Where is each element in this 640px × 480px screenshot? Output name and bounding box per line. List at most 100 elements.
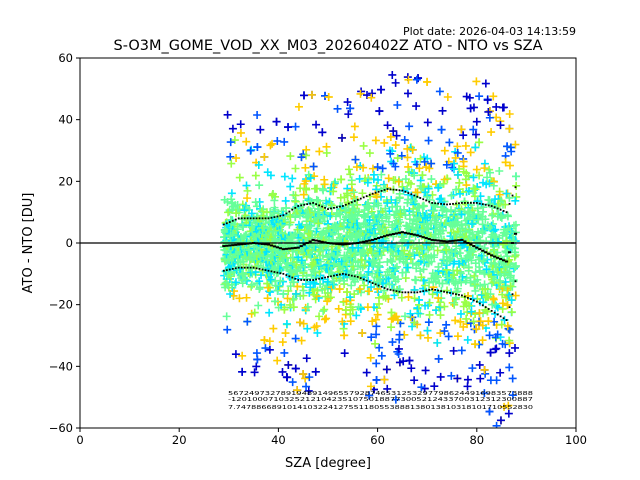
lower-curve-point [228,268,231,271]
scatter-point [403,198,412,207]
lower-curve-point [484,306,487,309]
scatter-point [389,127,398,136]
scatter-point [261,344,270,353]
scatter-point [283,294,292,303]
lower-curve-point [350,274,353,277]
upper-curve-point [422,198,425,201]
scatter-point [405,356,414,365]
scatter-point [391,395,400,404]
scatter-point [508,391,517,400]
upper-curve-point [276,215,279,218]
scatter-point [271,297,280,306]
scatter-point [338,317,347,326]
scatter-point [453,266,462,275]
scatter-point [423,77,432,86]
upper-curve-point [324,206,326,209]
scatter-point [459,131,468,140]
scatter-point [281,329,290,338]
scatter-point [483,173,492,182]
upper-curve-point [237,217,240,220]
scatter-point [404,292,413,301]
upper-curve-point [330,207,332,210]
lower-curve-point [353,275,356,278]
lower-curve-point [252,266,255,269]
scatter-point [492,344,501,353]
scatter-point [247,280,256,289]
scatter-point [505,110,514,119]
upper-curve-point [341,205,344,207]
lower-curve-point [297,279,300,281]
scatter-point [278,338,287,347]
scatter-point [380,138,389,147]
scatter-point [452,185,461,194]
scatter-point [438,106,447,115]
scatter-point [272,117,281,126]
scatter-point [391,162,400,171]
scatter-point [482,180,491,189]
scatter-point [496,277,505,286]
scatter-point [265,337,274,346]
scatter-point [242,181,251,190]
scatter-point [297,336,306,345]
scatter-point [466,273,475,282]
scatter-point [250,368,259,377]
scatter-point [511,140,520,149]
scatter-point [302,382,311,391]
scatter-point [401,211,410,220]
scatter-point [404,75,413,84]
scatter-point [471,143,480,152]
upper-curve-point [309,202,312,205]
lower-curve-point [222,269,225,272]
scatter-point [405,207,414,216]
scatter-point [427,159,436,168]
scatter-point [255,181,264,190]
upper-curve-point [368,194,371,196]
scatter-point [365,202,374,211]
scatter-point [360,212,369,221]
scatter-point [462,314,471,323]
scatter-point [371,339,380,348]
scatter-point [394,344,403,353]
scatter-point [495,166,504,175]
scatter-point [507,296,516,305]
scatter-point [492,376,501,385]
scatter-point [475,171,484,180]
y-axis-label: ATO - NTO [DU] [21,193,36,294]
scatter-point [354,286,363,295]
y-tick-label: 60 [58,51,73,65]
lower-curve-point [362,278,365,281]
scatter-point [507,147,516,156]
scatter-point [431,277,440,286]
scatter-point [461,141,470,150]
scatter-point [322,148,331,157]
scatter-point [390,211,399,220]
scatter-point [423,326,432,335]
scatter-point [475,92,484,101]
upper-curve-point [300,204,303,207]
scatter-point [372,375,381,384]
scatter-point [318,128,327,137]
scatter-point [340,205,349,214]
upper-curve-point [228,221,231,223]
scatter-point [368,317,377,326]
scatter-point [346,104,355,113]
scatter-point [302,354,311,363]
lower-curve-point [455,293,457,296]
lower-curve-point [261,268,264,271]
scatter-point [442,320,451,329]
scatter-point [281,196,290,205]
scatter-point [407,364,416,373]
scatter-point [363,178,372,187]
lower-curve-point [368,280,371,283]
scatter-point [465,208,474,217]
scatter-point [475,360,484,369]
scatter-point [403,144,412,153]
scatter-point [355,285,364,294]
scatter-point [412,75,421,84]
scatter-point [442,160,451,169]
scatter-point [404,162,413,171]
upper-curve-point [231,219,234,222]
scatter-point [485,168,494,177]
lower-curve-point [440,290,442,292]
